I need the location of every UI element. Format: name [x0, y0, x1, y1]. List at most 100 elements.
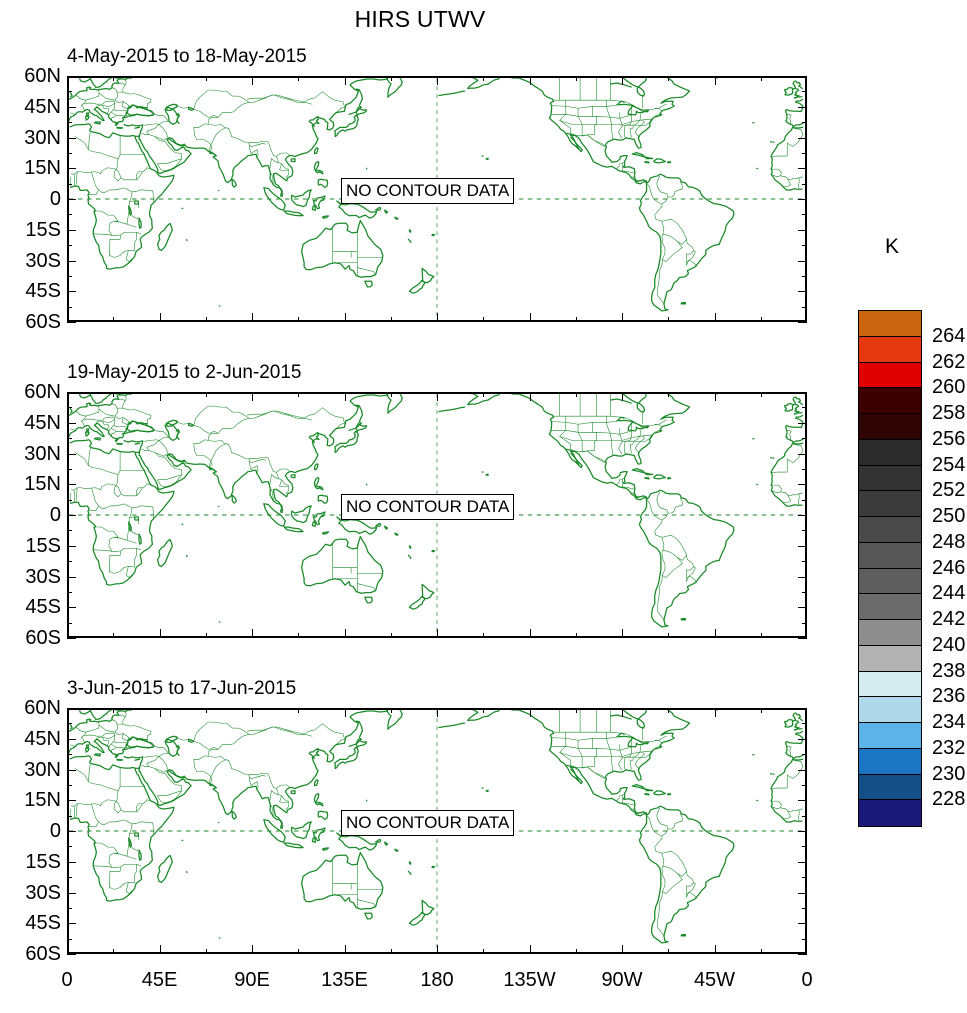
x-tick-minor: [668, 392, 670, 397]
y-tick-minor: [67, 561, 72, 563]
x-tick: [714, 392, 716, 401]
y-tick: [798, 453, 807, 455]
x-tick-minor: [483, 633, 485, 638]
y-tick-minor: [67, 275, 72, 277]
x-tick-minor: [575, 76, 577, 81]
y-axis-label: 15N: [24, 789, 61, 812]
y-tick: [798, 861, 807, 863]
y-tick: [798, 738, 807, 740]
x-tick-minor: [483, 317, 485, 322]
y-tick: [67, 576, 76, 578]
y-tick-minor: [802, 438, 807, 440]
y-tick-minor: [802, 152, 807, 154]
colorbar-band: [859, 594, 921, 620]
world-map: [69, 394, 805, 636]
colorbar-tick-label: 252: [932, 479, 966, 502]
x-tick-minor: [113, 76, 115, 81]
map-frame: NO CONTOUR DATA: [67, 392, 807, 638]
x-tick-minor: [760, 76, 762, 81]
colorbar-tick-label: 232: [932, 736, 966, 759]
x-tick: [159, 945, 161, 954]
colorbar-band: [859, 671, 921, 698]
x-tick: [529, 708, 531, 717]
y-tick-minor: [802, 784, 807, 786]
x-axis-label: 90W: [601, 969, 643, 991]
y-tick: [798, 638, 807, 639]
x-tick: [529, 945, 531, 954]
y-tick-minor: [67, 846, 72, 848]
x-tick-minor: [575, 708, 577, 713]
y-tick: [67, 260, 76, 262]
y-tick-minor: [67, 152, 72, 154]
x-tick-minor: [205, 76, 207, 81]
y-tick: [798, 545, 807, 547]
x-tick: [529, 313, 531, 322]
y-tick: [798, 199, 807, 200]
y-tick: [798, 515, 807, 516]
colorbar-band: [859, 517, 921, 543]
y-tick-minor: [802, 214, 807, 216]
x-tick-minor: [760, 708, 762, 713]
y-axis-label: 0: [49, 188, 61, 210]
x-tick: [67, 708, 68, 717]
y-tick-minor: [802, 91, 807, 93]
colorbar-band: [859, 774, 921, 801]
colorbar-tick-label: 240: [932, 633, 966, 656]
x-tick: [344, 945, 346, 954]
coastlines: [69, 394, 804, 628]
y-tick-minor: [67, 122, 72, 124]
y-tick-minor: [802, 275, 807, 277]
x-tick: [622, 76, 623, 85]
x-tick: [344, 313, 346, 322]
colorbar-band: [859, 645, 921, 672]
y-tick-minor: [67, 754, 72, 756]
y-tick-minor: [67, 784, 72, 786]
x-tick-minor: [205, 392, 207, 397]
x-tick: [437, 708, 438, 717]
y-axis-label: 45S: [25, 596, 61, 619]
colorbar-tick-label: 234: [932, 711, 966, 733]
y-tick-minor: [67, 622, 72, 624]
map-frame: NO CONTOUR DATA: [67, 76, 807, 322]
x-tick: [67, 629, 68, 638]
colorbar-band: [859, 491, 921, 517]
y-tick: [798, 923, 807, 925]
no-contour-data-label: NO CONTOUR DATA: [341, 178, 515, 204]
page-title: HIRS UTWV: [354, 6, 486, 32]
x-tick-minor: [298, 317, 300, 322]
x-tick-minor: [760, 392, 762, 397]
x-tick-minor: [205, 633, 207, 638]
x-tick: [67, 945, 68, 954]
y-axis-label: 0: [49, 504, 61, 526]
colorbar-band: [859, 697, 921, 723]
x-tick-minor: [668, 708, 670, 713]
x-tick-minor: [668, 317, 670, 322]
x-axis-label: 90E: [234, 969, 270, 991]
country-borders: [69, 78, 804, 305]
y-axis-label: 60N: [24, 697, 61, 719]
y-tick: [798, 106, 807, 108]
x-tick: [344, 392, 346, 401]
colorbar-tick-label: 264: [932, 324, 966, 347]
y-tick: [798, 954, 807, 955]
y-tick: [67, 607, 76, 609]
y-axis-label: 45S: [25, 280, 61, 303]
x-tick-minor: [298, 633, 300, 638]
x-tick-minor: [298, 392, 300, 397]
x-tick: [252, 313, 253, 322]
panel-title: 4-May-2015 to 18-May-2015: [67, 46, 307, 67]
x-tick: [252, 708, 253, 717]
x-tick-minor: [575, 633, 577, 638]
x-tick-minor: [483, 76, 485, 81]
country-borders: [69, 394, 804, 621]
x-tick: [67, 313, 68, 322]
colorbar-band: [859, 748, 921, 775]
colorbar-tick-label: 250: [932, 505, 966, 527]
y-tick: [67, 106, 76, 108]
colorbar-unit-label: K: [884, 235, 899, 258]
y-tick: [798, 422, 807, 424]
y-tick: [67, 291, 76, 293]
y-tick: [67, 76, 76, 77]
y-tick-minor: [67, 815, 72, 817]
colorbar-tick-label: 254: [932, 453, 966, 476]
